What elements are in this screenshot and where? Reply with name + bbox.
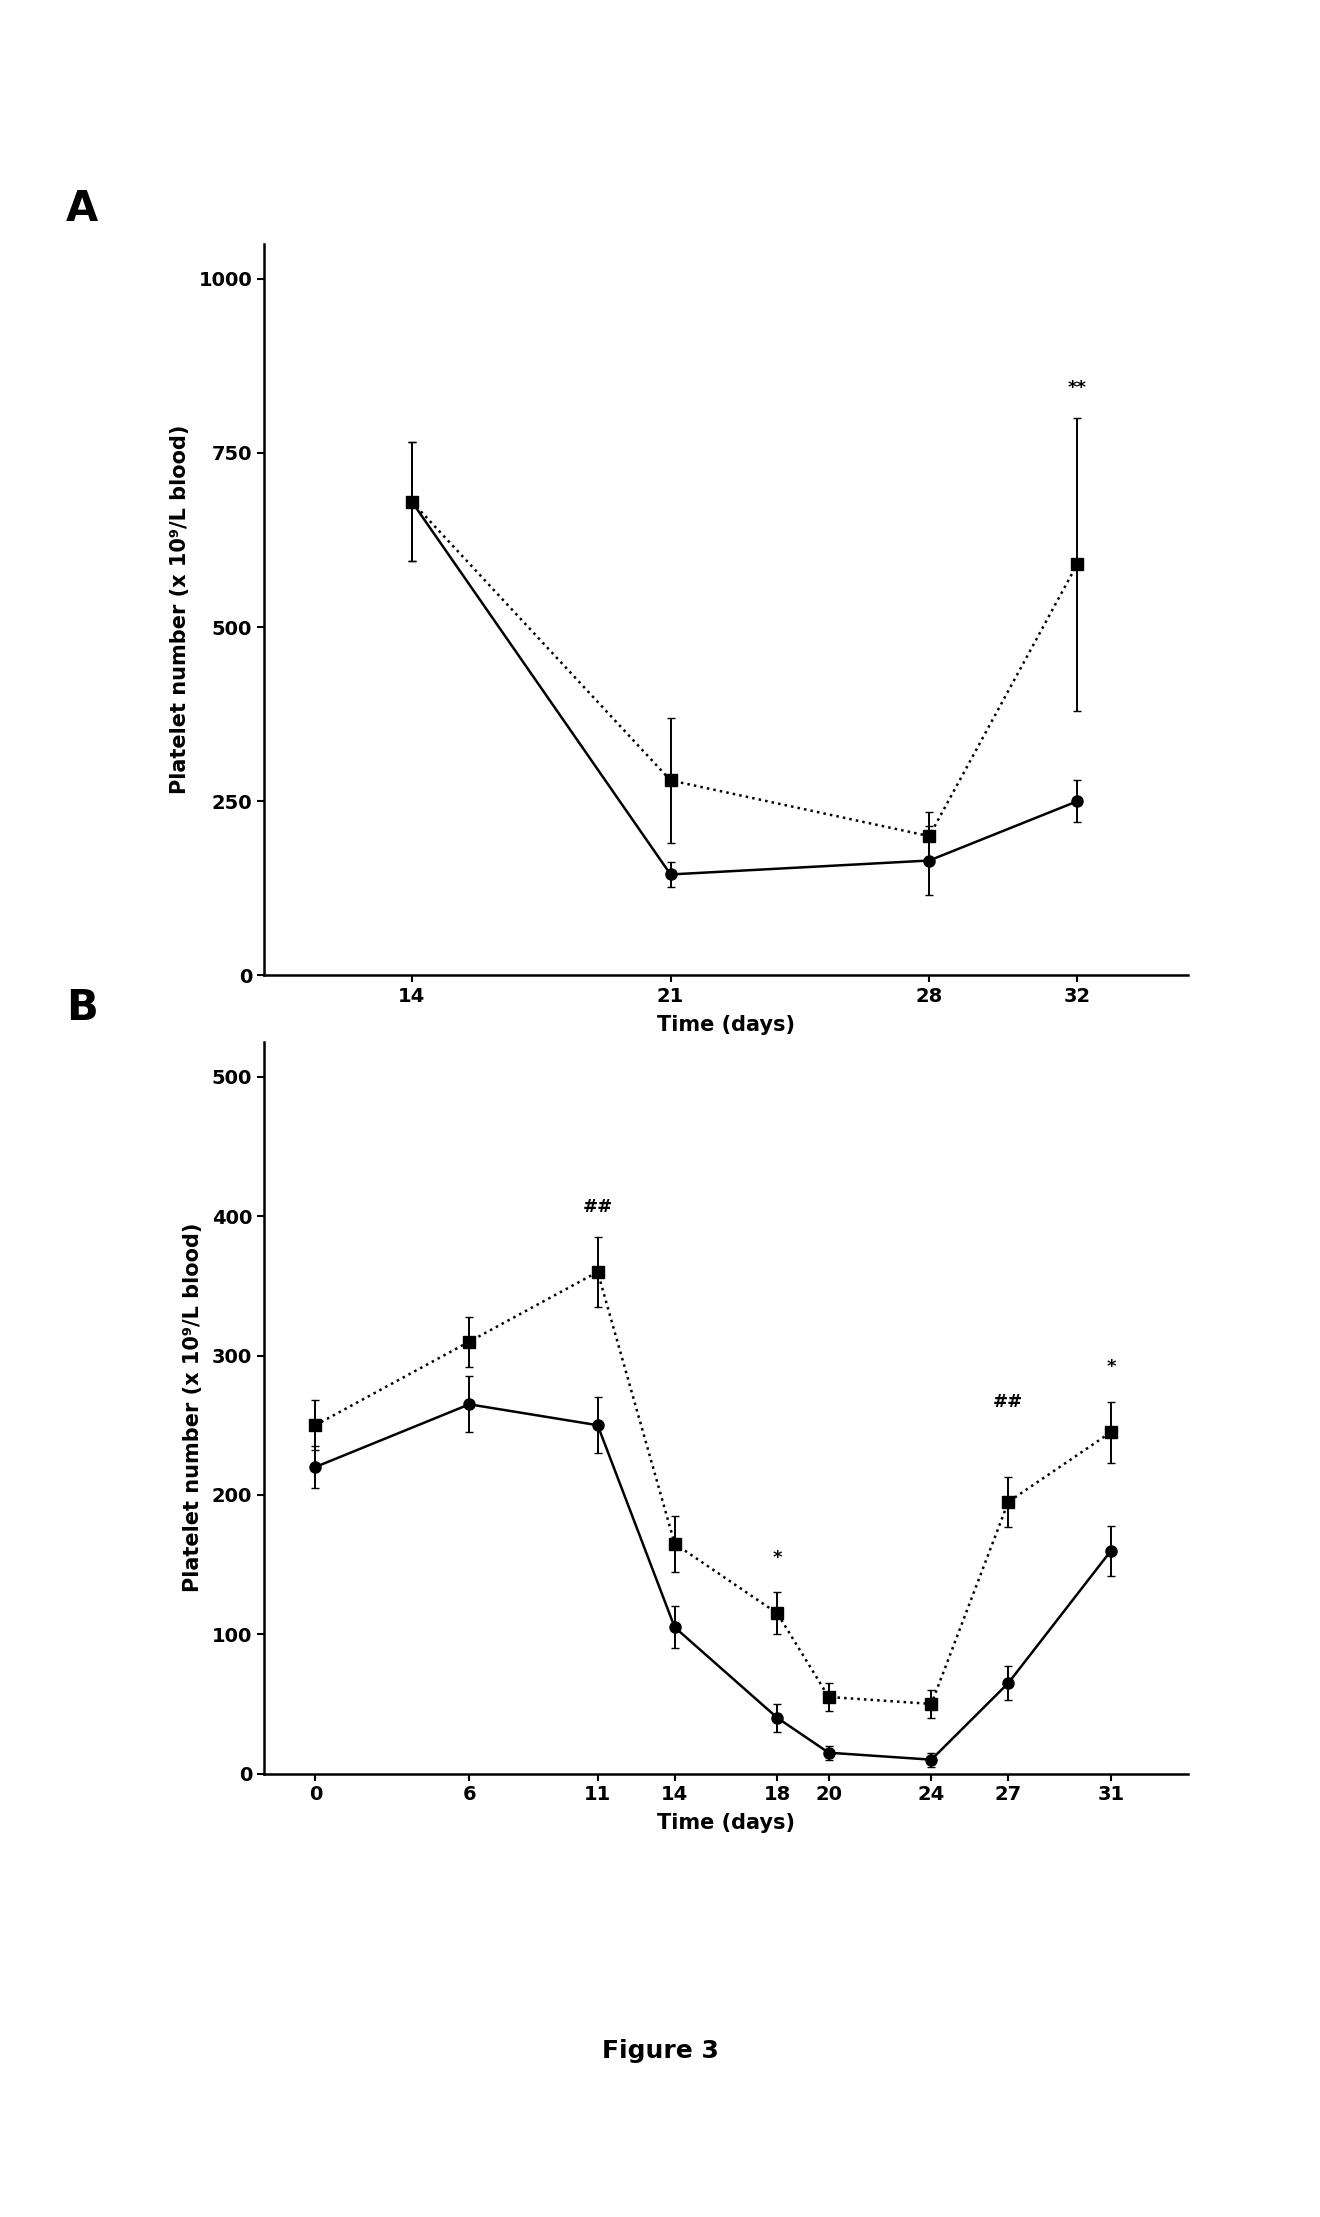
Text: B: B — [66, 987, 98, 1029]
Text: Figure 3: Figure 3 — [602, 2040, 718, 2062]
Text: ##: ## — [582, 1197, 612, 1217]
Y-axis label: Platelet number (x 10⁹/L blood): Platelet number (x 10⁹/L blood) — [170, 426, 190, 794]
Text: ##: ## — [993, 1392, 1023, 1412]
Text: **: ** — [1068, 379, 1086, 397]
X-axis label: Time (days): Time (days) — [657, 1814, 795, 1833]
X-axis label: Time (days): Time (days) — [657, 1015, 795, 1035]
Text: A: A — [66, 188, 98, 231]
Text: *: * — [772, 1550, 781, 1567]
Text: *: * — [1106, 1359, 1115, 1377]
Y-axis label: Platelet number (x 10⁹/L blood): Platelet number (x 10⁹/L blood) — [183, 1224, 203, 1592]
